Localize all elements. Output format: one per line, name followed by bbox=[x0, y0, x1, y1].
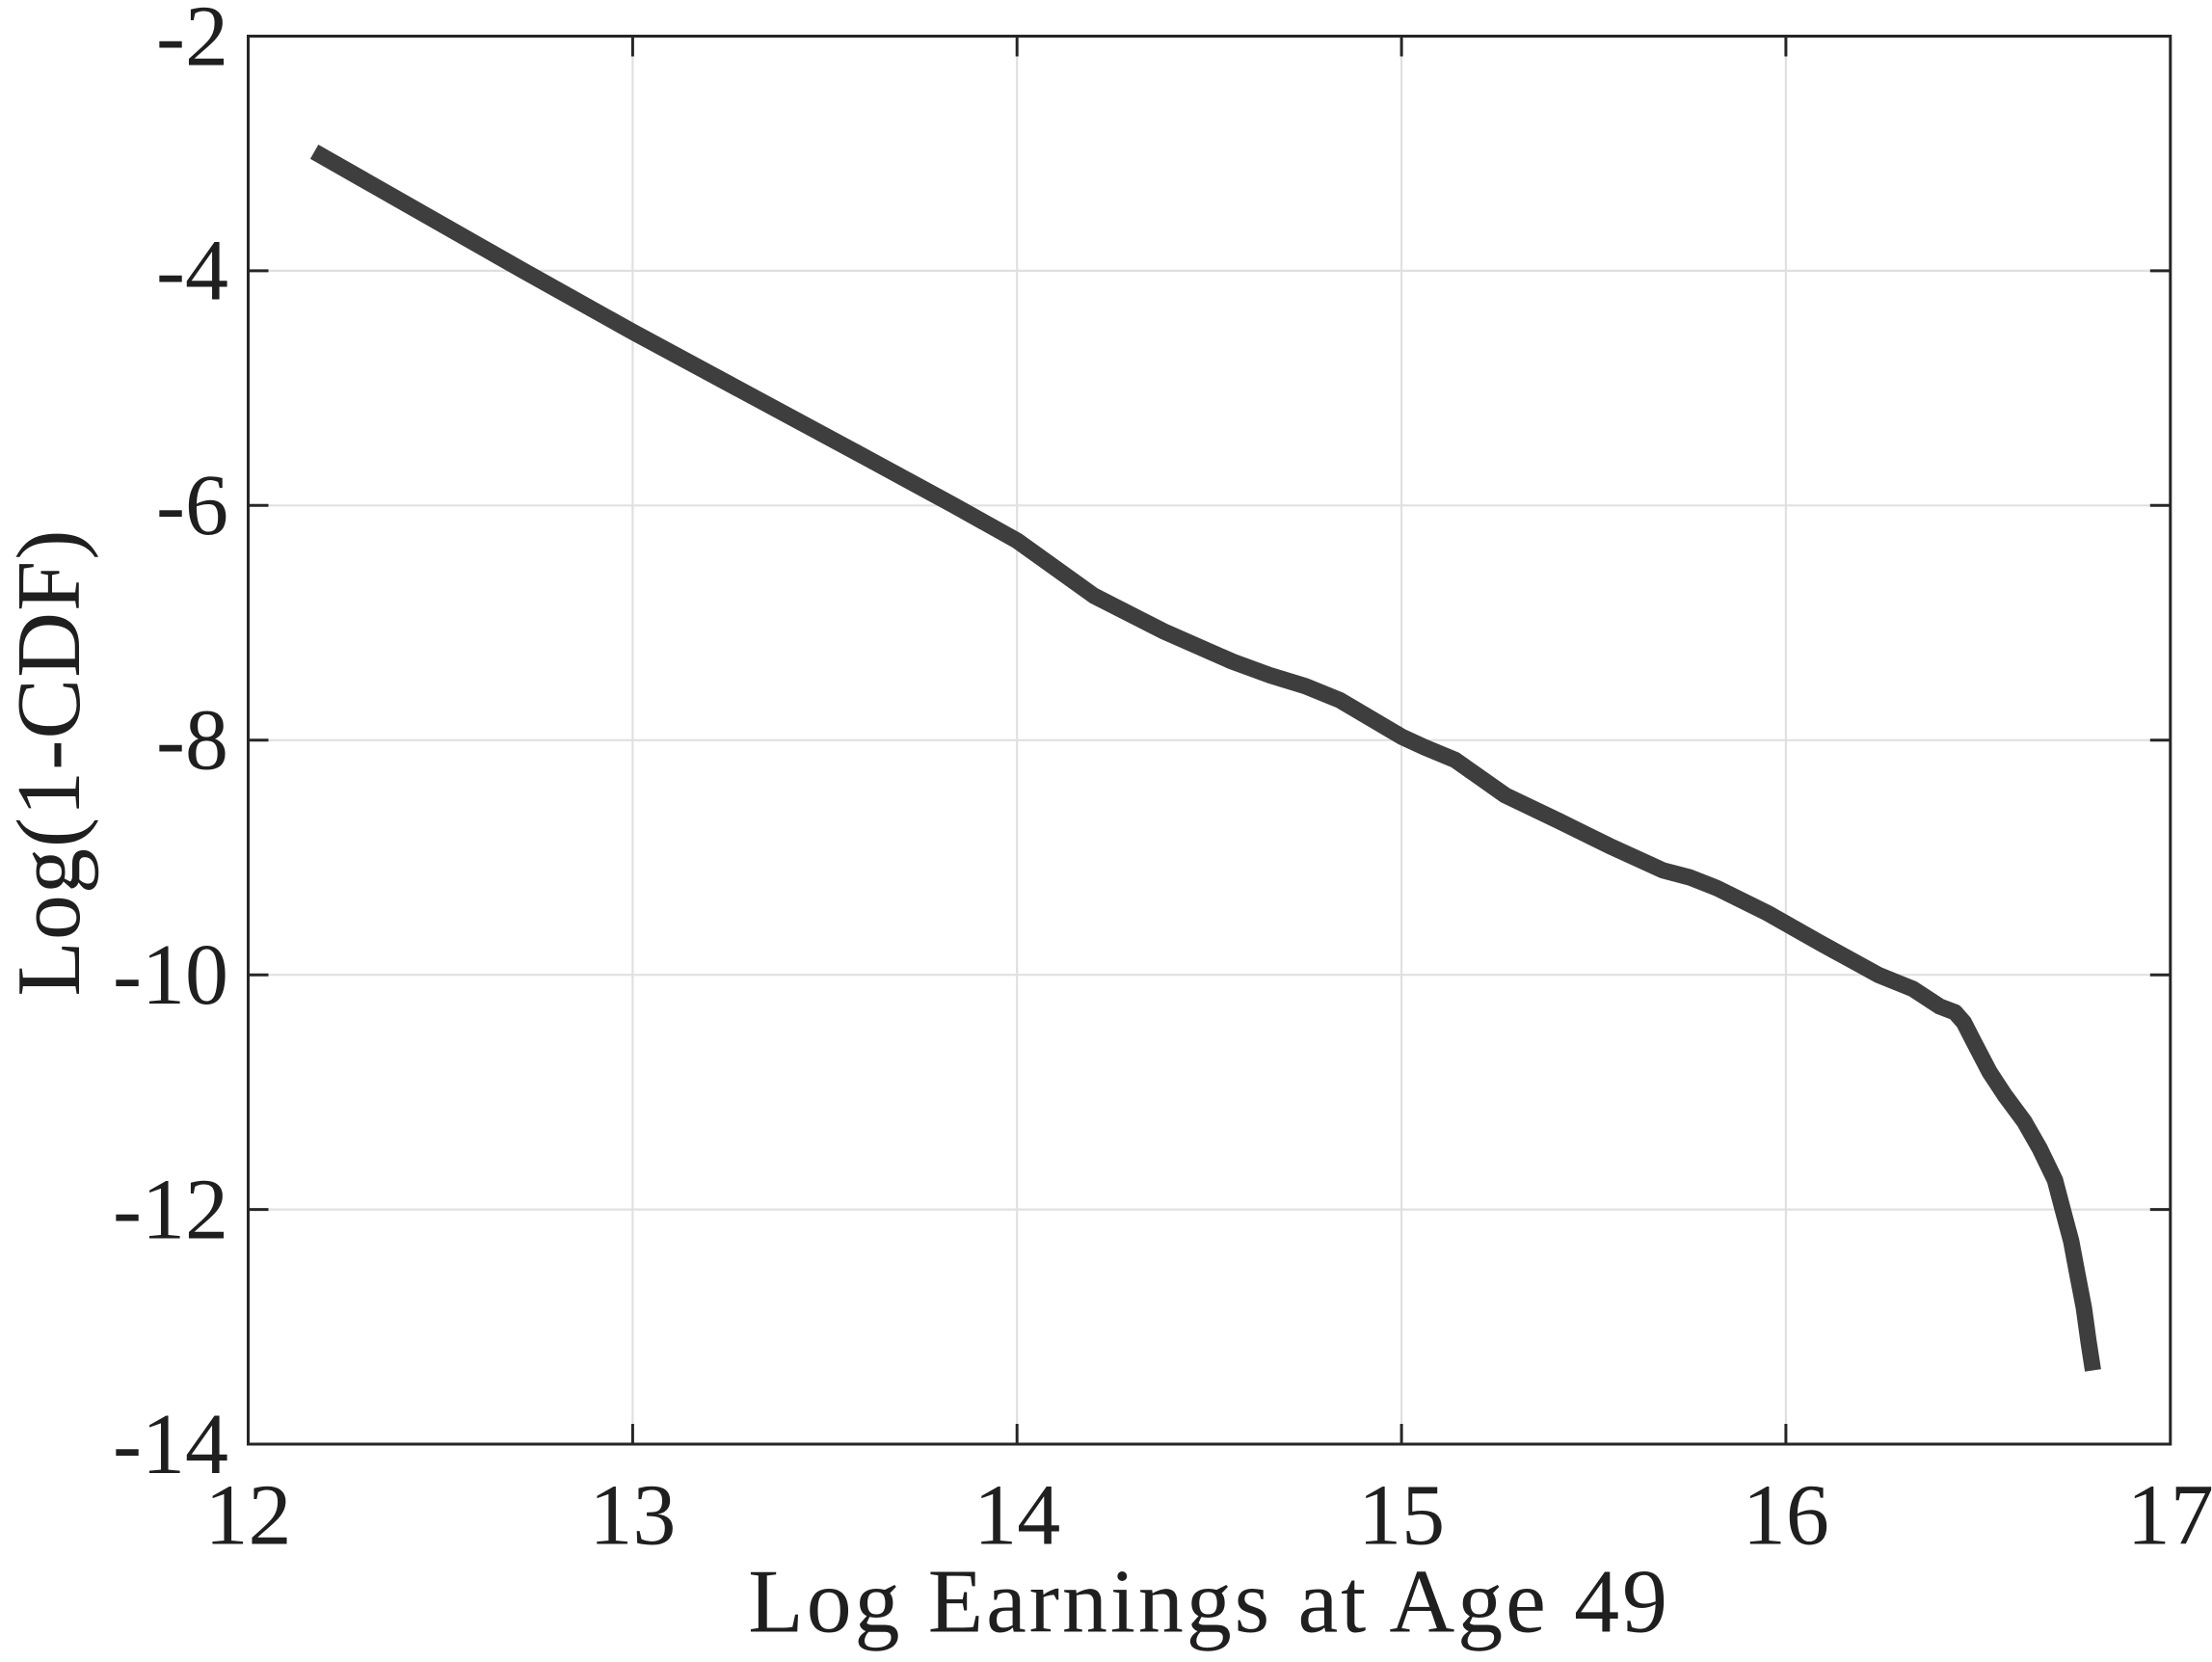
svg-text:14: 14 bbox=[973, 1468, 1060, 1564]
svg-text:Log(1-CDF): Log(1-CDF) bbox=[0, 528, 99, 996]
svg-text:Log Earnings at Age 49: Log Earnings at Age 49 bbox=[748, 1552, 1670, 1652]
svg-text:17: 17 bbox=[2127, 1468, 2212, 1564]
svg-text:-14: -14 bbox=[113, 1397, 228, 1492]
svg-text:13: 13 bbox=[589, 1468, 676, 1564]
svg-text:16: 16 bbox=[1743, 1468, 1829, 1564]
svg-text:-10: -10 bbox=[113, 927, 228, 1023]
svg-text:-6: -6 bbox=[156, 458, 228, 553]
svg-text:15: 15 bbox=[1358, 1468, 1445, 1564]
svg-text:-8: -8 bbox=[156, 693, 228, 789]
svg-text:-12: -12 bbox=[113, 1162, 228, 1257]
svg-text:12: 12 bbox=[205, 1468, 292, 1564]
svg-text:-2: -2 bbox=[156, 0, 228, 84]
svg-text:-4: -4 bbox=[156, 224, 228, 319]
